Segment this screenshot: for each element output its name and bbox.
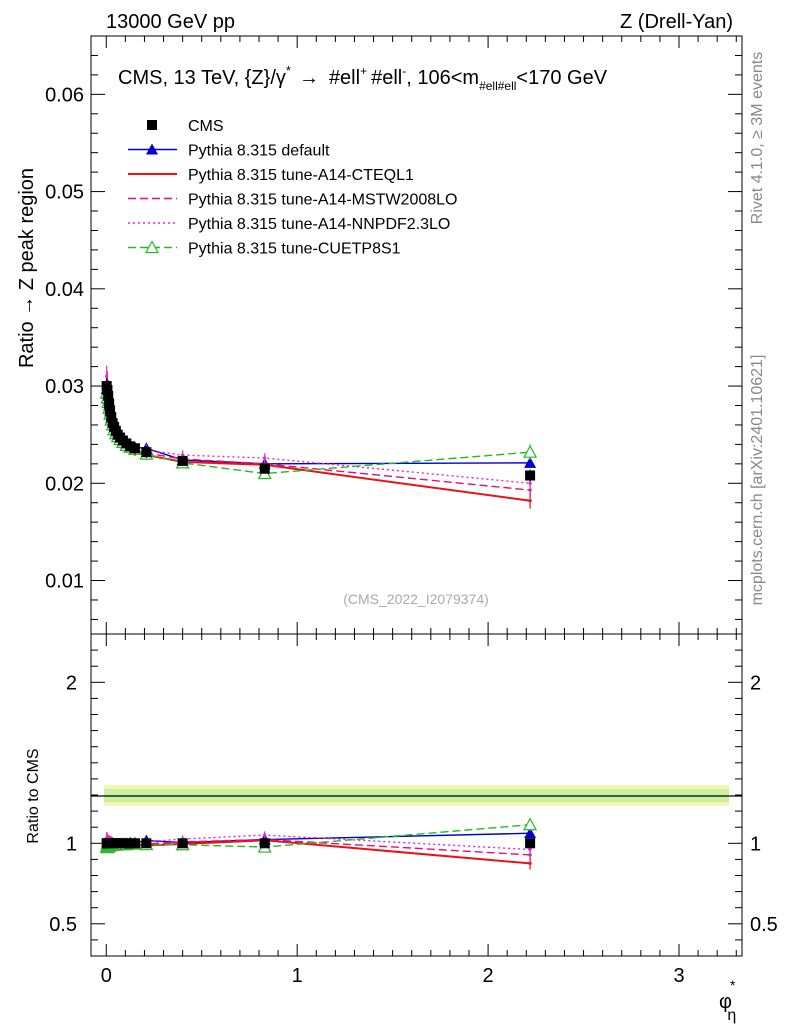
y-tick-label: 0.05 [45, 182, 84, 204]
title-arrow: → [299, 67, 319, 89]
x-tick-label: 2 [483, 965, 494, 987]
pythia-8-315-tune-a14-cteql1-point [528, 499, 532, 503]
title-star: * [286, 63, 291, 78]
title-range-a: , 106<m [406, 67, 479, 89]
x-tick-label: 0 [101, 965, 112, 987]
y-tick-label: 0.06 [45, 84, 84, 106]
cms-point [129, 443, 140, 454]
main-series-group [99, 365, 538, 509]
x-tick-label: 1 [292, 965, 303, 987]
rivet-version-label: Rivet 4.1.0, ≥ 3M events [749, 52, 766, 224]
cms-point [525, 470, 536, 481]
y-axis-label: Ratio → Z peak region [16, 168, 38, 368]
title-range-b: <170 GeV [516, 67, 607, 89]
pythia-8-315-tune-cuetp8s1-line [105, 392, 531, 475]
legend-label-pythia-8-315-tune-a14-nnpdf2-3lo: Pythia 8.315 tune-A14-NNPDF2.3LO [188, 216, 450, 233]
pythia-8-315-tune-cuetp8s1-point [523, 444, 538, 458]
pythia-8-315-tune-a14-nnpdf2-3lo-point [263, 456, 267, 460]
pythia-8-315-default-point [524, 456, 537, 468]
legend-label-pythia-8-315-tune-a14-cteql1: Pythia 8.315 tune-A14-CTEQL1 [188, 167, 414, 184]
legend-label-pythia-8-315-tune-a14-mstw2008lo: Pythia 8.315 tune-A14-MSTW2008LO [188, 192, 457, 209]
y-tick-label: 0.02 [45, 473, 84, 495]
ratio-series-group [99, 817, 538, 870]
pythia-8-315-tune-a14-mstw2008lo-line [105, 387, 531, 491]
plot-title: CMS, 13 TeV, {Z}/γ* → #ell+ #ell-, 106<m#el… [118, 63, 608, 93]
pythia-8-315-tune-a14-cteql1-line [105, 384, 531, 502]
title-plus: + [360, 64, 367, 78]
pythia-8-315-default-ratio-point [524, 827, 537, 839]
legend-label-pythia-8-315-default: Pythia 8.315 default [188, 143, 330, 160]
axis-ticks: 0 1 2 3 0.01 0.02 0.03 0.04 0.05 0.06 0.5 0.5 1 1 2 2 [45, 36, 778, 987]
header-right: Z (Drell-Yan) [620, 11, 733, 33]
y-tick-label: 0.01 [45, 571, 84, 593]
title-main: CMS, 13 TeV, {Z}/γ [118, 67, 286, 89]
pythia-8-315-tune-a14-nnpdf2-3lo-point [181, 453, 185, 457]
cms-point [141, 447, 152, 458]
cms-point [104, 398, 115, 409]
pythia-8-315-tune-a14-nnpdf2-3lo-ratio-point [263, 833, 267, 837]
legend-label-pythia-8-315-tune-cuetp8s1: Pythia 8.315 tune-CUETP8S1 [188, 241, 401, 258]
mcplots-label: mcplots.cern.ch [arXiv:2401.10621] [749, 355, 766, 606]
pythia-8-315-tune-a14-nnpdf2-3lo-line [105, 376, 531, 484]
cms-point [103, 390, 114, 401]
ratio-tick-label-right: 2 [750, 672, 761, 694]
legend-marker-cms [147, 120, 157, 130]
pythia-8-315-tune-a14-nnpdf2-3lo-point [528, 481, 532, 485]
y-tick-label: 0.03 [45, 376, 84, 398]
header-left: 13000 GeV pp [106, 11, 235, 33]
cms-ratio-point [141, 838, 152, 849]
ratio-tick-label-left: 0.5 [49, 914, 77, 936]
legend: CMS Pythia 8.315 default Pythia 8.315 tune… [128, 118, 457, 258]
cms-ratio-point [259, 838, 270, 849]
y-tick-label: 0.04 [45, 279, 84, 301]
cms-point [259, 463, 270, 474]
cms-point [105, 405, 116, 416]
title-minus: - [402, 64, 406, 78]
ratio-tick-label-left: 2 [66, 672, 77, 694]
title-sub: #ell#ell [479, 79, 516, 93]
ratio-y-axis-label: Ratio to CMS [25, 748, 42, 843]
x-label-sub: η [727, 1007, 736, 1024]
pythia-8-315-tune-cuetp8s1-ratio-point [523, 817, 538, 831]
cms-point [177, 455, 188, 466]
pythia-8-315-tune-a14-cteql1-ratio-point [528, 861, 532, 866]
ratio-tick-label-right: 0.5 [750, 914, 778, 936]
legend-marker-pythia-8-315-tune-cuetp8s1 [144, 240, 160, 254]
x-axis-label: φ* η [719, 977, 736, 1024]
legend-marker-pythia-8-315-default [146, 143, 158, 155]
cms-ratio-point [177, 838, 188, 849]
cms-ratio-point [525, 838, 536, 849]
ratio-tick-label-left: 1 [66, 833, 77, 855]
cms-point [102, 384, 113, 395]
x-label-sup: * [730, 977, 736, 993]
ratio-tick-label-right: 1 [750, 833, 761, 855]
pythia-8-315-tune-a14-nnpdf2-3lo-ratio-point [528, 847, 532, 852]
pythia-8-315-default-line [105, 388, 531, 465]
legend-label-cms: CMS [188, 118, 224, 135]
title-ell2: #ell [371, 67, 402, 89]
title-ell1: #ell [329, 67, 360, 89]
analysis-watermark: (CMS_2022_I2079374) [343, 591, 489, 607]
cms-point [106, 412, 117, 423]
x-tick-label: 3 [673, 965, 684, 987]
cms-ratio-point [129, 838, 140, 849]
x-label-main: φ [719, 991, 732, 1013]
